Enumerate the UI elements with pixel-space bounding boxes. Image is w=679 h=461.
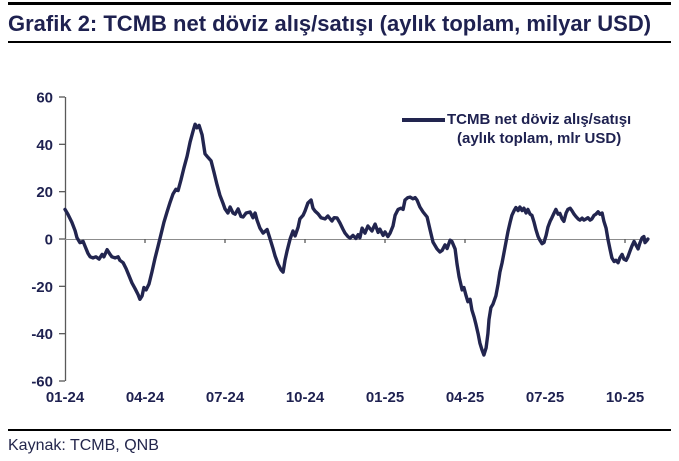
legend-label-line1: TCMB net döviz alış/satışı	[447, 111, 632, 128]
y-tick-label: 20	[36, 184, 53, 201]
x-tick-label: 10-24	[286, 389, 325, 406]
legend-label-line2: (aylık toplam, mlr USD)	[457, 130, 622, 147]
series-line	[63, 122, 650, 357]
y-tick-label: 60	[36, 90, 53, 107]
footer: Kaynak: TCMB, QNB	[8, 429, 671, 455]
chart-header: Grafik 2: TCMB net döviz alış/satışı (ay…	[8, 2, 671, 43]
y-tick-label: 0	[45, 232, 53, 249]
x-tick-label: 01-25	[366, 389, 404, 406]
top-rule	[8, 2, 671, 5]
y-tick-label: -20	[31, 279, 53, 296]
legend: TCMB net döviz alış/satışı (aylık toplam,…	[402, 110, 631, 148]
chart-area: 60 40 20 0 -20 -40 -60 01-24 04-24 07-24 10-24 01-2…	[0, 85, 679, 425]
chart-title: Grafik 2: TCMB net döviz alış/satışı (ay…	[8, 5, 671, 43]
y-tick-label: 40	[36, 137, 53, 154]
x-tick-label: 01-24	[46, 389, 85, 406]
x-tick-label: 07-25	[526, 389, 564, 406]
x-tick-label: 10-25	[606, 389, 644, 406]
y-tick-label: -60	[31, 374, 53, 391]
x-tick-label: 07-24	[206, 389, 245, 406]
x-tick-label: 04-25	[446, 389, 484, 406]
legend-line-sample	[402, 118, 445, 122]
legend-label: TCMB net döviz alış/satışı (aylık toplam,…	[447, 110, 631, 148]
y-tick-label: -40	[31, 326, 53, 343]
source-text: Kaynak: TCMB, QNB	[8, 437, 159, 454]
x-tick-label: 04-24	[126, 389, 165, 406]
